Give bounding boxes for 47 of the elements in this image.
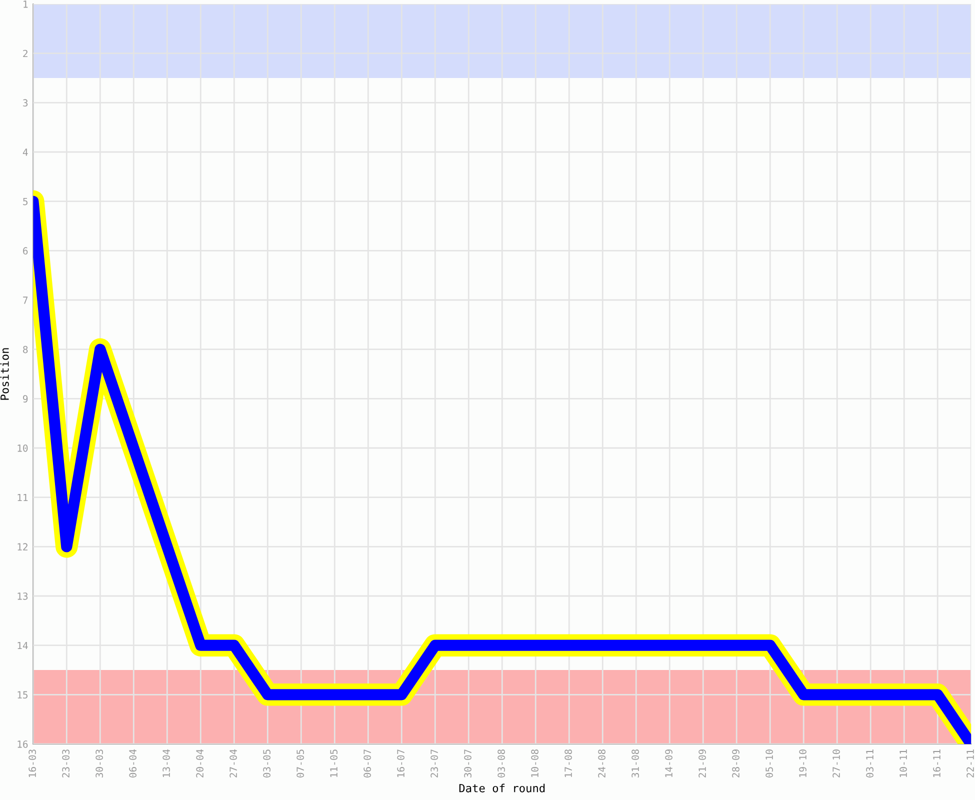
x-tick-label: 11-05 xyxy=(330,750,338,777)
x-tick-label: 23-07 xyxy=(430,750,438,778)
y-tick-label: 2 xyxy=(23,50,28,58)
y-tick-label: 6 xyxy=(23,247,28,255)
y-tick-label: 9 xyxy=(23,395,28,403)
x-tick-label: 24-08 xyxy=(598,749,606,778)
x-tick-label: 20-04 xyxy=(196,749,204,778)
x-tick-label: 22-11 xyxy=(966,750,974,778)
y-tick-label: 1 xyxy=(24,0,28,8)
y-tick-label: 5 xyxy=(23,198,28,206)
x-tick-label: 27-04 xyxy=(230,749,237,778)
y-tick-label: 15 xyxy=(18,691,28,699)
x-tick-label: 16-03 xyxy=(28,750,36,777)
y-tick-label: 11 xyxy=(18,494,28,502)
x-tick-label: 31-08 xyxy=(632,749,639,778)
x-tick-label: 19-10 xyxy=(799,749,806,777)
y-tick-label: 7 xyxy=(23,296,28,304)
x-tick-label: 03-08 xyxy=(498,749,505,778)
x-tick-label: 27-10 xyxy=(832,749,840,778)
y-tick-label: 16 xyxy=(18,740,28,748)
x-tick-label: 14-09 xyxy=(665,750,672,777)
x-tick-label: 23-03 xyxy=(62,750,70,778)
x-tick-label: 16-11 xyxy=(933,750,940,777)
y-tick-label: 4 xyxy=(22,148,28,156)
x-tick-label: 21-09 xyxy=(698,750,706,778)
x-tick-label: 10-11 xyxy=(900,750,907,777)
x-tick-label: 17-08 xyxy=(564,749,572,777)
y-tick-label: 8 xyxy=(23,346,28,354)
x-tick-label: 06-07 xyxy=(364,750,371,778)
y-tick-label: 13 xyxy=(18,592,28,600)
y-tick-label: 14 xyxy=(18,642,28,650)
y-tick-label: 3 xyxy=(23,99,28,107)
x-tick-label: 30-07 xyxy=(464,750,472,778)
x-tick-label: 28-09 xyxy=(732,750,740,778)
x-tick-label: 07-05 xyxy=(296,750,304,778)
x-tick-label: 30-03 xyxy=(96,750,103,778)
x-tick-label: 06-04 xyxy=(129,749,136,778)
y-axis-title: Position xyxy=(0,348,9,400)
x-tick-label: 10-08 xyxy=(531,749,538,777)
x-axis-title: Date of round xyxy=(459,784,545,792)
x-tick-label: 03-11 xyxy=(866,750,874,778)
y-tick-label: 10 xyxy=(18,444,28,452)
x-tick-label: 03-05 xyxy=(263,750,270,778)
x-tick-label: 16-07 xyxy=(397,750,404,777)
y-tick-label: 12 xyxy=(18,543,28,550)
x-tick-label: 13-04 xyxy=(162,749,170,777)
x-tick-label: 05-10 xyxy=(766,749,773,778)
